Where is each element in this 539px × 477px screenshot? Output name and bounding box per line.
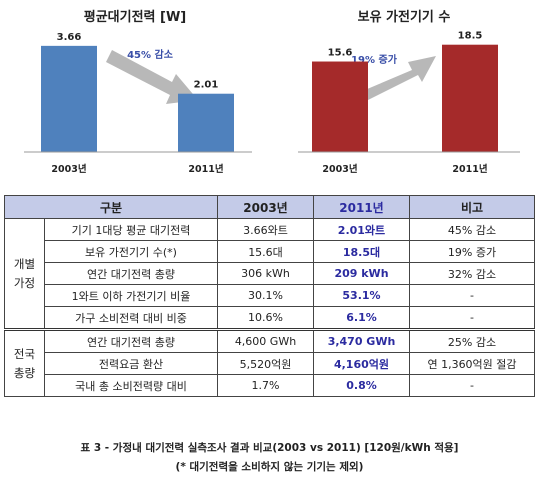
- header-category: 구분: [4, 195, 218, 219]
- value-2011: 6.1%: [313, 306, 410, 330]
- header-note: 비고: [409, 195, 535, 219]
- value-2003: 306 kWh: [217, 262, 314, 285]
- value-2003: 1.7%: [217, 374, 314, 397]
- chart-appliance-count: 보유 가전기기 수 19% 증가 15.6 2003년 18.5 2011년: [270, 0, 539, 190]
- value-2003: 30.1%: [217, 284, 314, 307]
- bar-value-label: 18.5: [458, 31, 483, 42]
- bar-2011년: [178, 93, 234, 152]
- item-label: 연간 대기전력 총량: [44, 328, 218, 353]
- table-row: 가구 소비전력 대비 비중 10.6% 6.1% -: [5, 306, 535, 330]
- note: -: [409, 374, 535, 397]
- note: 45% 감소: [409, 218, 535, 241]
- value-2011: 2.01와트: [313, 218, 410, 241]
- item-label: 1와트 이하 가전기기 비율: [44, 284, 218, 307]
- value-2011: 3,470 GWh: [313, 328, 410, 353]
- chart-standby-power: 평균대기전력 [W] 45% 감소 3.66 2003년 2.01 2011년: [0, 0, 270, 190]
- x-tick-label: 2011년: [188, 163, 223, 175]
- group-label: 전국 총량: [4, 328, 45, 397]
- item-label: 국내 총 소비전력량 대비: [44, 374, 218, 397]
- value-2003: 3.66와트: [217, 218, 314, 241]
- x-tick-label: 2003년: [322, 163, 357, 175]
- bar-value-label: 2.01: [194, 80, 219, 91]
- table-row: 국내 총 소비전력량 대비 1.7% 0.8% -: [5, 374, 535, 397]
- header-2011: 2011년: [313, 195, 410, 219]
- group-label: 개별 가정: [4, 218, 45, 330]
- item-label: 보유 가전기기 수(*): [44, 240, 218, 263]
- value-2011: 4,160억원: [313, 352, 410, 375]
- chart-standby-power-svg: 평균대기전력 [W] 45% 감소 3.66 2003년 2.01 2011년: [24, 9, 252, 175]
- table-row: 전력요금 환산 5,520억원 4,160억원 연 1,360억원 절감: [5, 352, 535, 375]
- note: -: [409, 306, 535, 330]
- value-2003: 4,600 GWh: [217, 328, 314, 353]
- header-2003: 2003년: [217, 195, 314, 219]
- note: 연 1,360억원 절감: [409, 352, 535, 375]
- table-body: 개별 가정 기기 1대당 평균 대기전력 3.66와트 2.01와트 45% 감소 보유 가…: [4, 218, 535, 397]
- bar-2011년: [442, 44, 498, 153]
- bar-value-label: 3.66: [57, 32, 82, 43]
- value-2003: 5,520억원: [217, 352, 314, 375]
- table-row: 연간 대기전력 총량 306 kWh 209 kWh 32% 감소: [5, 262, 535, 285]
- bar-2003년: [41, 45, 97, 152]
- table-row: 1와트 이하 가전기기 비율 30.1% 53.1% -: [5, 284, 535, 307]
- x-tick-label: 2003년: [51, 163, 86, 175]
- item-label: 연간 대기전력 총량: [44, 262, 218, 285]
- item-label: 전력요금 환산: [44, 352, 218, 375]
- chart-annotation: 45% 감소: [127, 49, 173, 61]
- item-label: 기기 1대당 평균 대기전력: [44, 218, 218, 241]
- chart-title: 보유 가전기기 수: [358, 9, 451, 25]
- table-caption: 표 3 - 가정내 대기전력 실측조사 결과 비교(2003 vs 2011) …: [80, 442, 459, 454]
- value-2011: 0.8%: [313, 374, 410, 397]
- bar-2003년: [312, 61, 368, 152]
- value-2011: 18.5대: [313, 240, 410, 263]
- item-label: 가구 소비전력 대비 비중: [44, 306, 218, 330]
- table-row: 보유 가전기기 수(*) 15.6대 18.5대 19% 증가: [5, 240, 535, 263]
- table-footnote: (* 대기전력을 소비하지 않는 기기는 제외): [175, 461, 364, 473]
- bar-value-label: 15.6: [328, 48, 353, 59]
- bars-group: 3.66 2003년 2.01 2011년: [41, 32, 234, 175]
- table-row: 전국 총량 연간 대기전력 총량 4,600 GWh 3,470 GWh 25% 감소: [4, 328, 535, 397]
- table-header-row: 구분 2003년 2011년 비고: [4, 195, 535, 219]
- chart-title: 평균대기전력 [W]: [84, 9, 187, 25]
- note: 25% 감소: [409, 328, 535, 353]
- value-2011: 53.1%: [313, 284, 410, 307]
- x-tick-label: 2011년: [452, 163, 487, 175]
- value-2011: 209 kWh: [313, 262, 410, 285]
- comparison-table: 구분 2003년 2011년 비고 개별 가정 기기 1대당 평균 대기전력 3.66…: [4, 195, 535, 397]
- note: -: [409, 284, 535, 307]
- table-row: 개별 가정 기기 1대당 평균 대기전력 3.66와트 2.01와트 45% 감소: [4, 218, 535, 330]
- value-2003: 15.6대: [217, 240, 314, 263]
- note: 19% 증가: [409, 240, 535, 263]
- increase-arrow-icon: [346, 56, 436, 108]
- note: 32% 감소: [409, 262, 535, 285]
- value-2003: 10.6%: [217, 306, 314, 330]
- bars-group: 15.6 2003년 18.5 2011년: [312, 31, 498, 175]
- decrease-arrow-icon: [106, 50, 198, 104]
